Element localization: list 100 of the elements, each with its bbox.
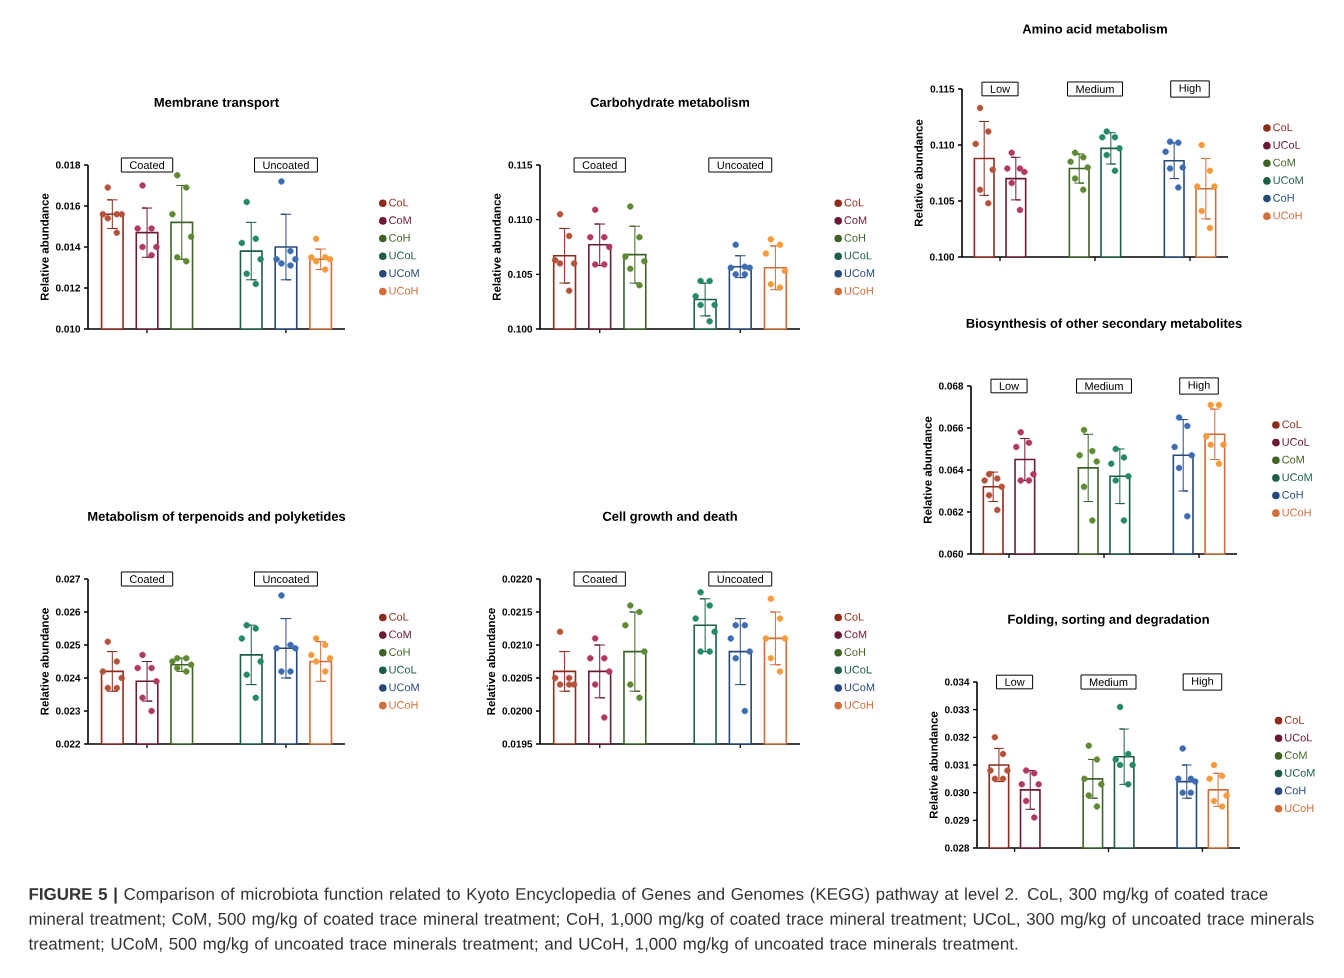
y-tick-label: 0.115 bbox=[930, 85, 955, 93]
y-tick-label: 0.026 bbox=[55, 608, 81, 616]
legend-label: CoL bbox=[1273, 123, 1293, 132]
y-tick-label: 0.062 bbox=[938, 508, 964, 516]
y-tick-label: 0.016 bbox=[55, 202, 81, 210]
legend-label: CoM bbox=[1284, 751, 1307, 760]
y-tick-label: 0.115 bbox=[508, 161, 533, 169]
legend-label: UCoH bbox=[1273, 211, 1302, 220]
y-axis-title: Relative abundance bbox=[40, 608, 49, 715]
y-tick-label: 0.010 bbox=[55, 325, 81, 333]
legend-label: CoL bbox=[1284, 716, 1305, 724]
legend-label: CoL bbox=[844, 198, 864, 207]
legend-label: CoM bbox=[1273, 158, 1295, 167]
chart-title: Cell growth and death bbox=[602, 511, 737, 524]
legend-label: UCoM bbox=[389, 269, 419, 277]
legend-label: UCoH bbox=[1282, 508, 1311, 517]
chart-title: Membrane transport bbox=[154, 97, 279, 110]
y-tick-label: 0.0195 bbox=[502, 740, 533, 748]
chart-title: Biosynthesis of other secondary metabolites bbox=[966, 318, 1242, 331]
y-tick-label: 0.0205 bbox=[502, 674, 533, 682]
y-tick-label: 0.0220 bbox=[502, 575, 533, 583]
annotation: Uncoated bbox=[717, 160, 764, 170]
annotation: Coated bbox=[129, 574, 164, 584]
text: FIGURE 5 | Comparison of microbiota function related to Kyoto Encyclopedia of Genes and Genomes (KEGG) pathway at level 2. CoL, 300 mg/kg of coated trace mineral treatment; CoM, 500 mg/kg of coated trace mineral treatment; CoH, 1,000 mg/kg of coated trace mineral treatment; UCoL, 300 mg/kg of uncoated trace minerals treatment; UCoM, 500 mg/kg of uncoated trace minerals treatment; and UCoH, 1,000 mg/kg of uncoated trace minerals treatment. bbox=[28, 887, 1314, 954]
annotation: Medium bbox=[1085, 381, 1123, 391]
chart-title: Amino acid metabolism bbox=[1022, 23, 1167, 34]
legend-label: UCoL bbox=[844, 665, 872, 674]
y-tick-label: 0.025 bbox=[55, 641, 81, 649]
annotation: Uncoated bbox=[263, 160, 309, 170]
y-tick-label: 0.068 bbox=[938, 382, 964, 390]
legend-label: CoM bbox=[389, 630, 411, 639]
annotation: High bbox=[1192, 676, 1213, 688]
chart-title: Carbohydrate metabolism bbox=[590, 97, 750, 110]
y-tick-label: 0.032 bbox=[944, 733, 970, 741]
y-tick-label: 0.100 bbox=[507, 325, 533, 333]
legend-label: CoH bbox=[844, 648, 865, 656]
legend-label: UCoM bbox=[1273, 176, 1303, 185]
y-tick-label: 0.060 bbox=[938, 550, 964, 558]
y-tick-label: 0.018 bbox=[55, 161, 81, 169]
legend-label: UCoH bbox=[389, 701, 418, 709]
annotation: Medium bbox=[1089, 677, 1128, 687]
annotation: Coated bbox=[582, 574, 617, 584]
y-tick-label: 0.023 bbox=[55, 707, 81, 715]
legend-label: CoM bbox=[389, 216, 411, 225]
y-axis-title: Relative abundance bbox=[40, 193, 49, 301]
legend-label: CoL bbox=[844, 612, 864, 621]
y-tick-label: 0.027 bbox=[55, 575, 81, 583]
legend-label: UCoM bbox=[1282, 473, 1312, 482]
y-tick-label: 0.0215 bbox=[502, 608, 533, 616]
y-tick-label: 0.110 bbox=[508, 216, 533, 224]
legend-label: CoH bbox=[1273, 193, 1294, 202]
y-tick-label: 0.100 bbox=[929, 253, 955, 261]
legend-label: UCoH bbox=[389, 286, 418, 295]
legend-label: UCoM bbox=[389, 683, 419, 692]
legend-label: UCoM bbox=[844, 683, 875, 692]
y-axis-title: Relative abundance bbox=[914, 119, 923, 227]
legend-label: UCoL bbox=[844, 251, 872, 260]
y-tick-label: 0.034 bbox=[944, 678, 970, 686]
legend-label: UCoH bbox=[844, 286, 873, 295]
y-tick-label: 0.110 bbox=[930, 141, 955, 149]
y-tick-label: 0.105 bbox=[929, 197, 955, 205]
y-axis-title: Relative abundance bbox=[486, 608, 496, 715]
y-tick-label: 0.066 bbox=[938, 424, 964, 432]
y-tick-label: 0.014 bbox=[55, 243, 81, 251]
y-tick-label: 0.012 bbox=[55, 284, 81, 292]
y-tick-label: 0.029 bbox=[944, 816, 970, 824]
annotation: Low bbox=[1005, 678, 1025, 686]
chart-title: Folding, sorting and degradation bbox=[1008, 614, 1209, 627]
legend-label: CoL bbox=[389, 198, 409, 207]
legend-label: CoH bbox=[844, 233, 865, 242]
legend-label: UCoL bbox=[1282, 438, 1310, 446]
y-tick-label: 0.024 bbox=[55, 674, 81, 682]
legend-label: UCoL bbox=[389, 251, 417, 260]
legend-label: CoH bbox=[1284, 786, 1306, 795]
legend-label: UCoL bbox=[1273, 141, 1301, 149]
y-tick-label: 0.105 bbox=[507, 270, 533, 278]
y-axis-title: Relative abundance bbox=[929, 711, 938, 819]
annotation: Low bbox=[999, 382, 1020, 390]
y-tick-label: 0.064 bbox=[938, 466, 964, 474]
y-tick-label: 0.0200 bbox=[502, 707, 533, 715]
annotation: High bbox=[1179, 83, 1201, 95]
legend-label: CoM bbox=[844, 630, 867, 639]
y-tick-label: 0.028 bbox=[944, 844, 970, 852]
annotation: Coated bbox=[129, 160, 164, 170]
legend-label: CoL bbox=[389, 612, 409, 621]
annotation: Low bbox=[990, 85, 1011, 93]
annotation: Medium bbox=[1076, 84, 1114, 94]
annotation: High bbox=[1188, 380, 1210, 392]
y-tick-label: 0.022 bbox=[55, 740, 81, 748]
legend-label: UCoL bbox=[1285, 733, 1312, 742]
legend-label: CoH bbox=[1282, 490, 1303, 499]
legend-label: UCoM bbox=[844, 269, 875, 277]
y-axis-title: Relative abundance bbox=[492, 193, 501, 301]
annotation: Uncoated bbox=[263, 574, 309, 584]
legend-label: CoH bbox=[389, 648, 410, 656]
y-tick-label: 0.033 bbox=[944, 706, 970, 714]
legend-label: UCoH bbox=[1285, 804, 1314, 812]
legend-label: CoM bbox=[1282, 455, 1304, 464]
annotation: Uncoated bbox=[717, 574, 764, 584]
legend-label: CoL bbox=[1282, 420, 1302, 429]
